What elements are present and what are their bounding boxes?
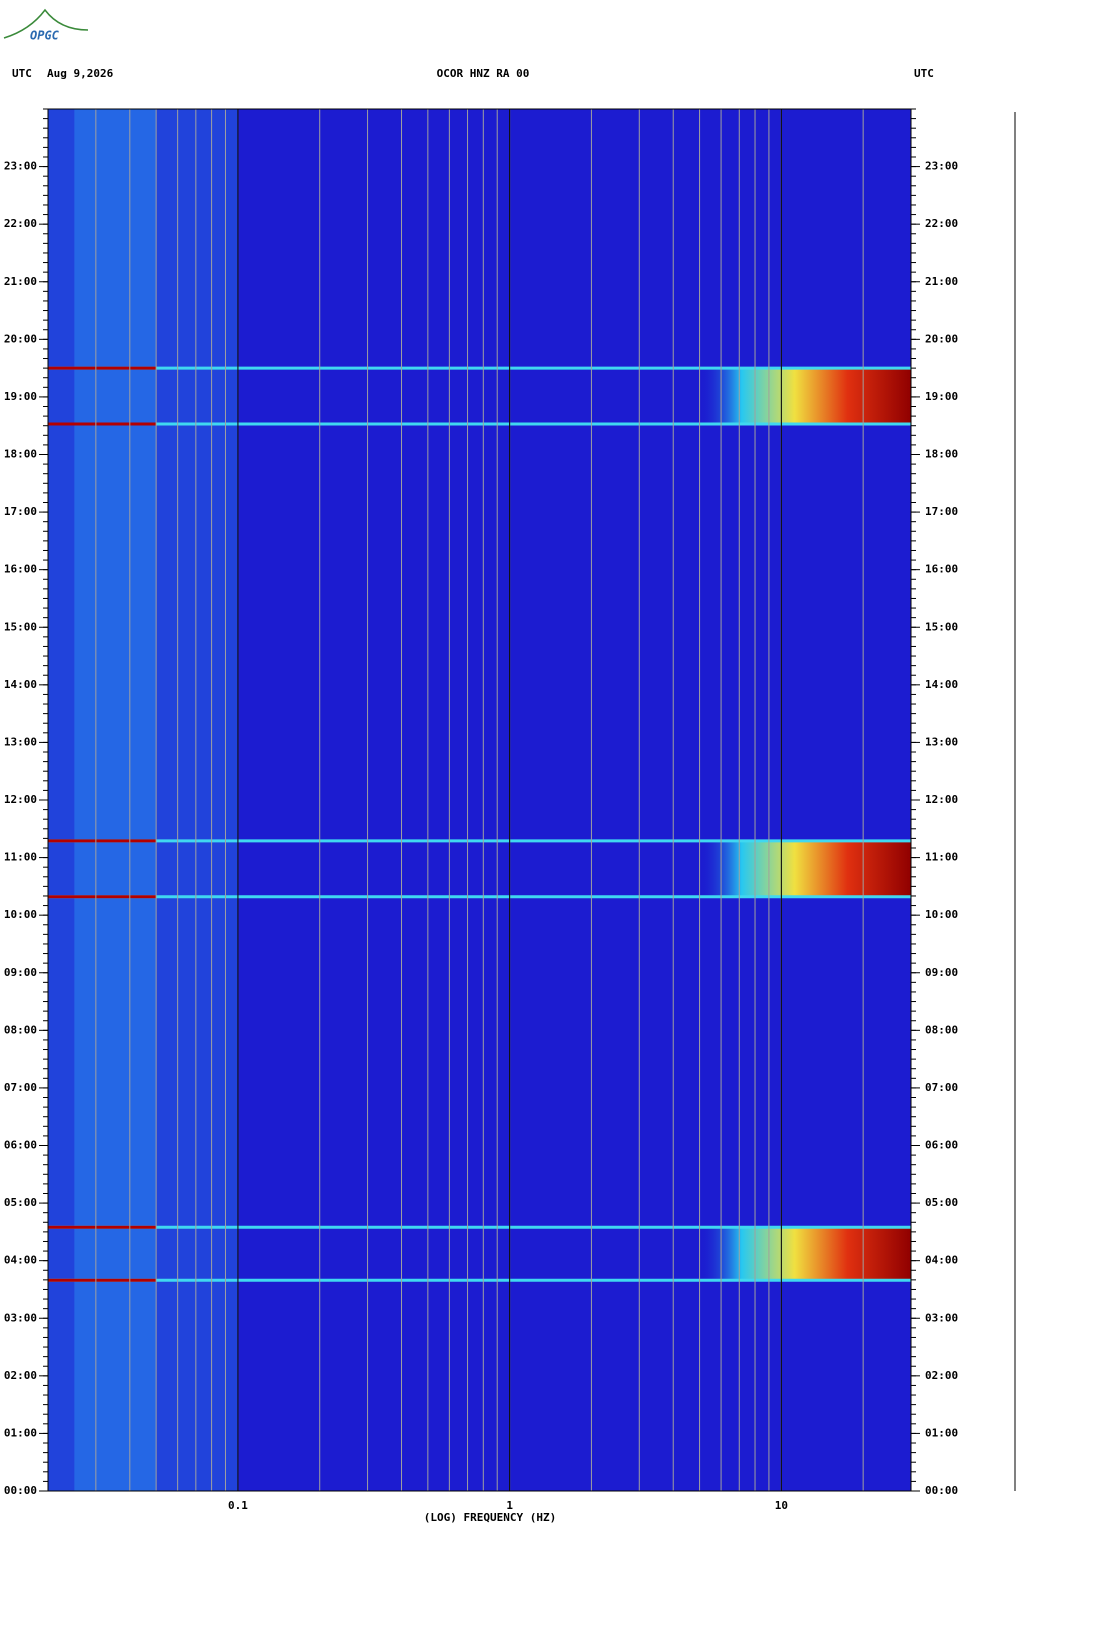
- y-tick-label: 06:00: [4, 1139, 37, 1152]
- y-tick-label-right: 23:00: [925, 160, 958, 173]
- y-tick-label-right: 15:00: [925, 620, 958, 633]
- y-tick-label: 15:00: [4, 620, 37, 633]
- x-tick-label: 0.1: [228, 1499, 248, 1512]
- event-energy: [699, 840, 911, 897]
- plot: 0.1 1 10 00:00 00:00 01:00 01:00 02:00 02:00 03:0…: [4, 108, 958, 1512]
- x-tick-label: 10: [775, 1499, 788, 1512]
- y-tick-label-right: 19:00: [925, 390, 958, 403]
- y-tick-label: 08:00: [4, 1023, 37, 1036]
- y-tick-label: 13:00: [4, 735, 37, 748]
- y-tick-label-right: 06:00: [925, 1139, 958, 1152]
- y-tick-label: 07:00: [4, 1081, 37, 1094]
- y-tick-label-right: 12:00: [925, 793, 958, 806]
- y-tick-label-right: 09:00: [925, 966, 958, 979]
- y-tick-label-right: 04:00: [925, 1254, 958, 1267]
- y-tick-label-right: 01:00: [925, 1426, 958, 1439]
- y-tick-label: 23:00: [4, 160, 37, 173]
- y-tick-label-right: 11:00: [925, 851, 958, 864]
- y-tick-label-right: 10:00: [925, 908, 958, 921]
- y-tick-label: 05:00: [4, 1196, 37, 1209]
- y-tick-label-right: 00:00: [925, 1484, 958, 1497]
- y-tick-label-right: 18:00: [925, 448, 958, 461]
- y-tick-label: 04:00: [4, 1254, 37, 1267]
- event-energy: [699, 1227, 911, 1281]
- y-tick-label: 00:00: [4, 1484, 37, 1497]
- title: OCOR HNZ RA 00: [437, 67, 530, 80]
- y-tick-label: 19:00: [4, 390, 37, 403]
- y-tick-label-right: 21:00: [925, 275, 958, 288]
- y-tick-label: 02:00: [4, 1369, 37, 1382]
- y-tick-label-right: 20:00: [925, 332, 958, 345]
- header-left: UTC: [12, 67, 32, 80]
- y-tick-label: 12:00: [4, 793, 37, 806]
- x-axis-label: (LOG) FREQUENCY (HZ): [424, 1511, 556, 1524]
- y-tick-label: 18:00: [4, 448, 37, 461]
- logo: OPGC: [30, 29, 60, 43]
- y-tick-label-right: 05:00: [925, 1196, 958, 1209]
- y-tick-label-right: 17:00: [925, 505, 958, 518]
- y-tick-label-right: 03:00: [925, 1311, 958, 1324]
- y-tick-label-right: 02:00: [925, 1369, 958, 1382]
- y-tick-label: 17:00: [4, 505, 37, 518]
- y-tick-label: 14:00: [4, 678, 37, 691]
- y-tick-label-right: 08:00: [925, 1023, 958, 1036]
- y-tick-label: 10:00: [4, 908, 37, 921]
- y-tick-label: 22:00: [4, 217, 37, 230]
- y-tick-label: 11:00: [4, 851, 37, 864]
- date: Aug 9,2026: [47, 67, 114, 80]
- y-tick-label-right: 07:00: [925, 1081, 958, 1094]
- y-tick-label: 03:00: [4, 1311, 37, 1324]
- y-tick-label: 20:00: [4, 332, 37, 345]
- low-frequency-energy: [74, 109, 157, 1491]
- y-tick-label: 09:00: [4, 966, 37, 979]
- y-tick-label: 16:00: [4, 563, 37, 576]
- header-right: UTC: [914, 67, 934, 80]
- y-tick-label: 01:00: [4, 1426, 37, 1439]
- logo-mark: [3, 8, 89, 39]
- y-tick-label: 21:00: [4, 275, 37, 288]
- event-energy: [699, 368, 911, 424]
- y-tick-label-right: 14:00: [925, 678, 958, 691]
- y-tick-label-right: 13:00: [925, 735, 958, 748]
- x-tick-label: 1: [506, 1499, 513, 1512]
- y-tick-label-right: 16:00: [925, 563, 958, 576]
- y-tick-label-right: 22:00: [925, 217, 958, 230]
